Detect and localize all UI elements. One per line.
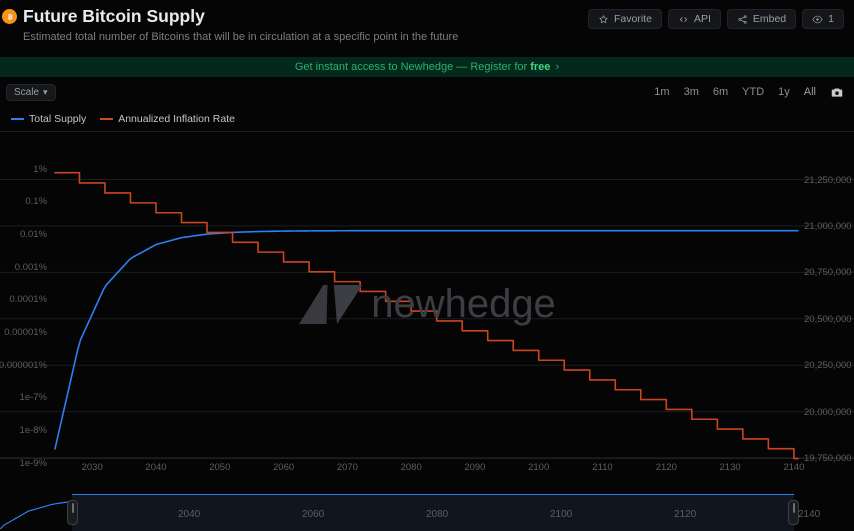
svg-text:₿: ₿ <box>7 14 12 21</box>
